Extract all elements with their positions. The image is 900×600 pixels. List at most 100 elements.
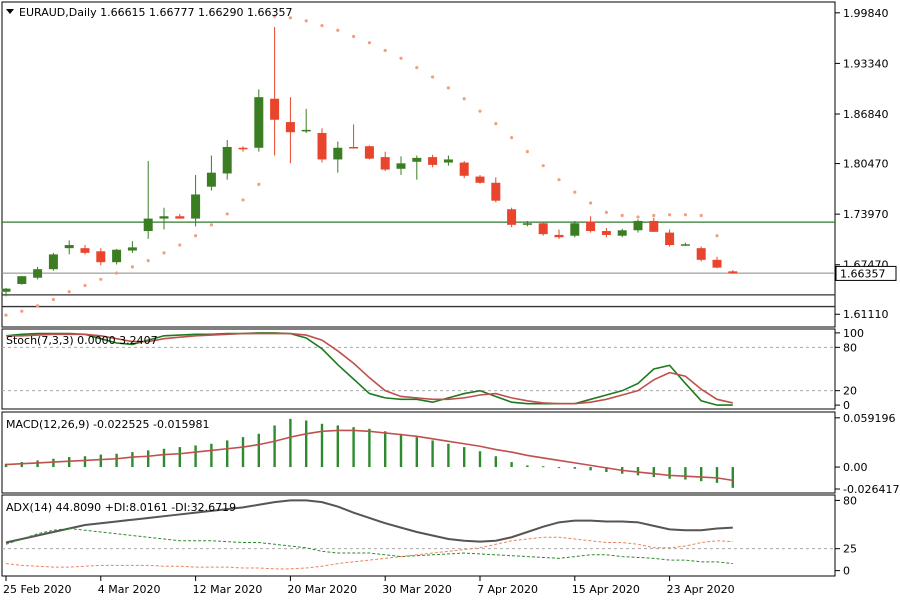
price-panel-title: EURAUD,Daily 1.66615 1.66777 1.66290 1.6… bbox=[19, 6, 293, 19]
candle-body bbox=[428, 157, 438, 165]
candle-body bbox=[617, 230, 627, 236]
candle-body bbox=[696, 248, 706, 260]
x-tick-label: 23 Apr 2020 bbox=[667, 583, 735, 596]
sar-dot bbox=[83, 283, 87, 288]
x-tick-label: 7 Apr 2020 bbox=[477, 583, 538, 596]
candle-body bbox=[191, 194, 201, 219]
y-tick-label: 1.93340 bbox=[843, 57, 889, 70]
candle-body bbox=[380, 157, 390, 170]
macd-histogram-bar bbox=[494, 456, 497, 468]
sar-dot bbox=[367, 41, 371, 45]
macd-histogram-bar bbox=[605, 467, 608, 473]
macd-histogram-bar bbox=[52, 458, 55, 468]
sar-dot bbox=[273, 14, 277, 18]
macd-histogram-bar bbox=[115, 453, 118, 468]
candle-body bbox=[238, 147, 248, 150]
candle-body bbox=[17, 276, 27, 284]
candle-body bbox=[649, 220, 659, 232]
candle-body bbox=[728, 271, 738, 274]
candle-body bbox=[48, 254, 58, 270]
stoch-panel-title: Stoch(7,3,3) 0.0000 3.2407 bbox=[6, 334, 158, 347]
macd-histogram-bar bbox=[510, 462, 513, 468]
price-panel: 1.998401.933401.868401.804701.739701.674… bbox=[1, 7, 897, 321]
macd-panel-frame bbox=[1, 411, 836, 494]
sar-dot bbox=[51, 297, 56, 302]
macd-signal-line bbox=[5, 429, 733, 482]
macd-histogram-bar bbox=[131, 452, 134, 468]
sar-dot bbox=[209, 223, 213, 227]
candle-body bbox=[112, 249, 122, 263]
stoch-main-line bbox=[5, 332, 733, 406]
macd-histogram-bar bbox=[652, 467, 655, 478]
candle-body bbox=[586, 221, 596, 232]
candle-body bbox=[206, 172, 216, 187]
sar-dot bbox=[241, 198, 245, 202]
y-tick-label: 25 bbox=[843, 543, 857, 556]
x-axis: 25 Feb 2020 4 Mar 2020 12 Mar 2020 20 Mar 2… bbox=[3, 576, 735, 596]
candle-body bbox=[285, 122, 295, 133]
candle-body bbox=[712, 259, 722, 268]
y-tick-label: 0 bbox=[843, 399, 850, 412]
macd-histogram-bar bbox=[194, 445, 197, 468]
sar-dot bbox=[352, 34, 356, 39]
candle-body bbox=[159, 216, 169, 219]
adx-panel: 80 25 0 bbox=[2, 494, 857, 578]
sar-dot bbox=[446, 86, 450, 90]
candle-body bbox=[222, 146, 232, 174]
macd-histogram-bar bbox=[463, 447, 466, 468]
y-tick-label: 100 bbox=[843, 327, 864, 340]
sar-dot bbox=[99, 277, 103, 281]
macd-histogram-bar bbox=[352, 427, 355, 468]
macd-histogram-bar bbox=[668, 467, 671, 479]
sar-dot bbox=[67, 290, 71, 294]
sar-dot bbox=[462, 97, 466, 101]
macd-histogram-bar bbox=[399, 433, 403, 468]
sar-dot bbox=[225, 212, 229, 216]
macd-histogram-bar bbox=[4, 463, 8, 468]
macd-histogram-bar bbox=[289, 418, 292, 468]
minus-di-line bbox=[5, 536, 733, 570]
candle-body bbox=[601, 231, 611, 235]
y-tick-label: 0.059196 bbox=[843, 412, 896, 425]
x-tick-label: 20 Mar 2020 bbox=[287, 583, 357, 596]
adx-panel-title: ADX(14) 44.8090 +DI:8.0161 -DI:32.6719 bbox=[6, 501, 236, 514]
dropdown-triangle-icon[interactable] bbox=[6, 9, 14, 14]
current-price-label: 1.66357 bbox=[840, 267, 886, 280]
candle-body bbox=[570, 223, 580, 236]
sar-dot bbox=[541, 164, 545, 168]
macd-histogram-bar bbox=[431, 440, 434, 468]
macd-histogram-bar bbox=[557, 467, 561, 469]
candle-body bbox=[507, 209, 517, 225]
candle-body bbox=[143, 218, 153, 232]
stoch-signal-line bbox=[6, 332, 733, 405]
sar-dot bbox=[494, 122, 498, 126]
candle-body bbox=[175, 216, 185, 219]
candle-body bbox=[412, 157, 422, 162]
candle-body bbox=[127, 247, 137, 251]
macd-histogram-bar bbox=[336, 425, 339, 468]
macd-histogram-bar bbox=[241, 437, 245, 468]
candle-body bbox=[522, 223, 532, 225]
candle-body bbox=[396, 163, 406, 169]
macd-histogram-bar bbox=[68, 457, 71, 468]
x-tick-label: 30 Mar 2020 bbox=[382, 583, 452, 596]
sar-dot bbox=[699, 213, 703, 218]
candle-body bbox=[680, 244, 690, 246]
sar-dot bbox=[557, 178, 561, 182]
sar-dot bbox=[320, 23, 324, 28]
sar-dot bbox=[604, 210, 609, 214]
macd-histogram-bar bbox=[305, 420, 308, 468]
y-tick-label: 0 bbox=[843, 565, 850, 578]
macd-histogram-bar bbox=[226, 440, 229, 468]
sar-dot bbox=[4, 313, 8, 317]
sar-dot bbox=[715, 234, 719, 238]
candle-body bbox=[633, 220, 643, 231]
candle-body bbox=[491, 182, 501, 201]
sar-dot bbox=[510, 136, 514, 140]
sar-dot bbox=[668, 213, 672, 217]
sar-dot bbox=[652, 213, 656, 218]
sar-dot bbox=[178, 243, 182, 247]
candle-body bbox=[364, 146, 374, 159]
sar-dot bbox=[683, 213, 688, 217]
candle-body bbox=[333, 147, 343, 160]
